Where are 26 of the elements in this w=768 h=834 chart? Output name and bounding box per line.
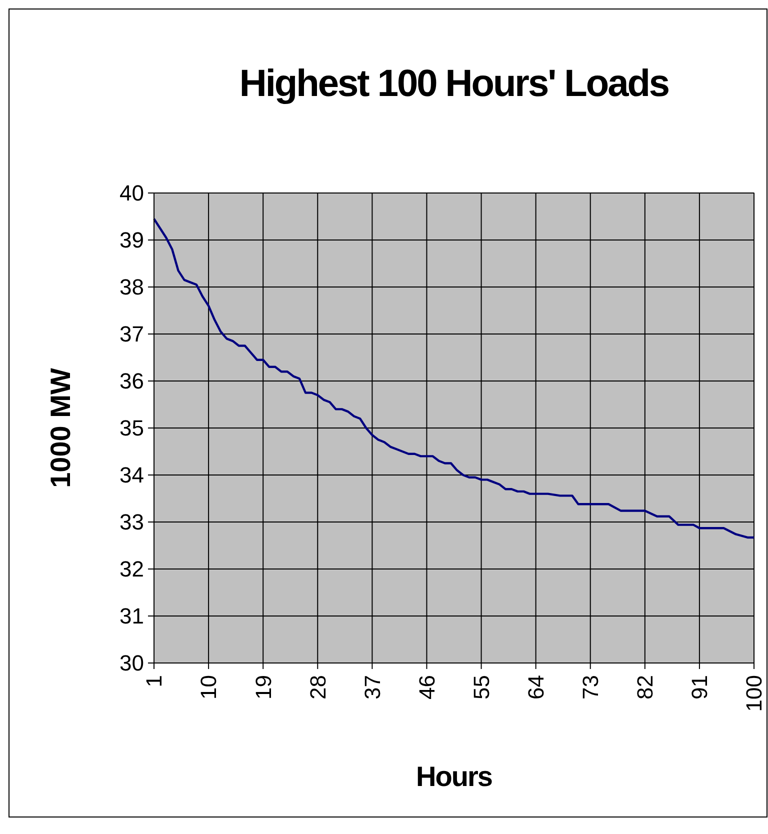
x-tick-label: 82 xyxy=(632,675,658,700)
y-tick-label: 34 xyxy=(120,462,144,488)
x-tick-label: 1 xyxy=(142,675,167,688)
y-axis-title: 1000 MW xyxy=(45,368,76,488)
x-tick-label: 64 xyxy=(524,675,549,700)
y-tick-label: 33 xyxy=(120,510,144,535)
x-tick-label: 28 xyxy=(305,675,330,700)
y-tick-label: 35 xyxy=(120,416,144,441)
x-tick-label: 73 xyxy=(578,675,604,700)
y-tick-label: 37 xyxy=(120,322,144,347)
x-tick-label: 100 xyxy=(742,675,767,712)
x-tick-label: 55 xyxy=(468,675,494,700)
chart-title: Highest 100 Hours' Loads xyxy=(239,63,669,105)
x-tick-label: 91 xyxy=(687,675,712,700)
y-tick-label: 31 xyxy=(120,604,144,629)
x-tick-label: 10 xyxy=(196,675,222,700)
y-tick-label: 38 xyxy=(120,274,144,300)
y-tick-label: 30 xyxy=(120,650,144,676)
x-axis-title: Hours xyxy=(416,761,492,792)
y-tick-label: 32 xyxy=(120,556,144,582)
x-tick-label: 37 xyxy=(360,675,385,700)
x-tick-label: 19 xyxy=(250,675,276,700)
y-tick-label: 39 xyxy=(120,228,144,253)
y-tick-label: 40 xyxy=(120,180,144,206)
y-tick-label: 36 xyxy=(120,368,144,394)
x-tick-label: 46 xyxy=(414,675,440,700)
